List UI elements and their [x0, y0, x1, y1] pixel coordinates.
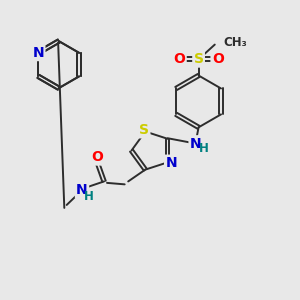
Text: CH₃: CH₃	[224, 36, 248, 49]
Text: N: N	[190, 136, 202, 151]
Text: O: O	[91, 150, 103, 164]
Text: N: N	[76, 183, 88, 197]
Text: N: N	[32, 46, 44, 60]
Text: O: O	[212, 52, 224, 66]
Text: S: S	[139, 123, 149, 137]
Text: O: O	[173, 52, 185, 66]
Text: H: H	[199, 142, 209, 155]
Text: S: S	[194, 52, 204, 66]
Text: H: H	[83, 190, 93, 203]
Text: N: N	[165, 156, 177, 170]
